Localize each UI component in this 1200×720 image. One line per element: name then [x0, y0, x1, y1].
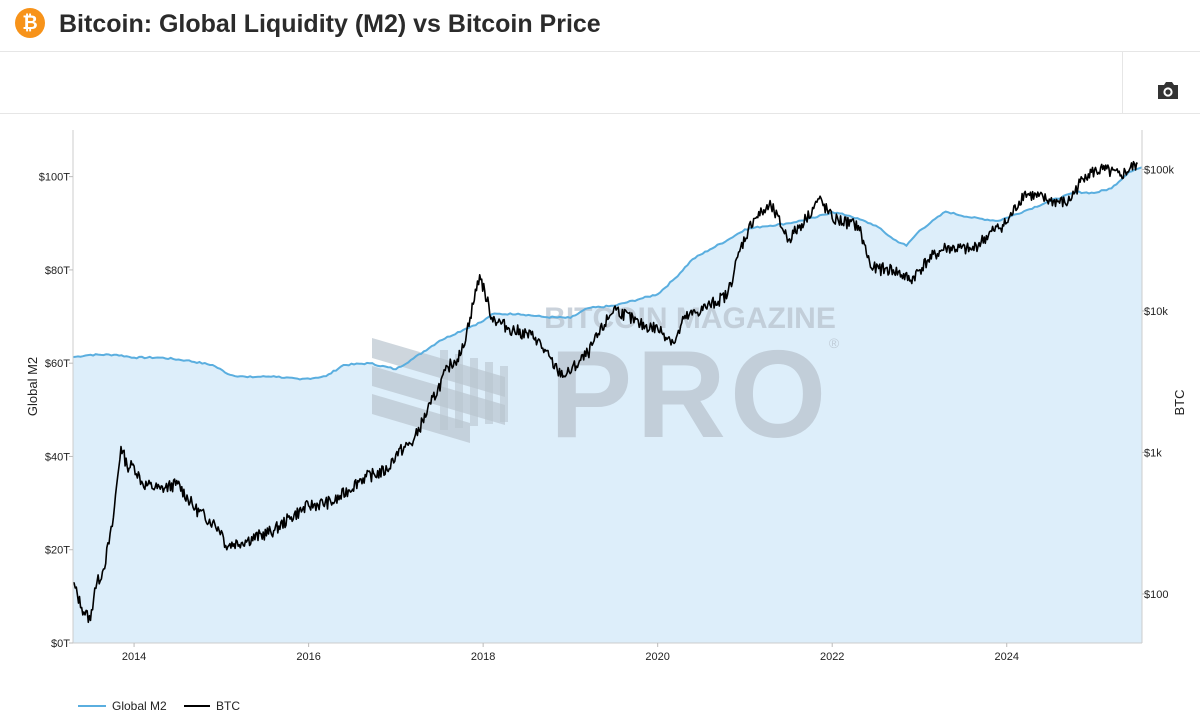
watermark-logo-bar	[500, 366, 508, 422]
watermark-line2: PRO	[550, 326, 831, 464]
camera-icon[interactable]	[1154, 78, 1184, 102]
page-title: Bitcoin: Global Liquidity (M2) vs Bitcoi…	[59, 10, 601, 38]
toolbar-divider	[1122, 52, 1123, 113]
x-tick-label: 2016	[296, 651, 320, 663]
y-left-tick-label: $0T	[51, 638, 70, 650]
x-tick-label: 2024	[994, 651, 1018, 663]
y-left-tick-label: $100T	[39, 172, 70, 184]
watermark-registered-mark: ®	[829, 335, 840, 351]
x-tick-label: 2014	[122, 651, 146, 663]
y-left-tick-label: $80T	[45, 265, 70, 277]
chart-area: BITCOIN MAGAZINE PRO ® $0T $20T $40T $60T $8…	[0, 114, 1200, 720]
y-left-axis-title: Global M2	[25, 357, 40, 416]
legend-label-btc: BTC	[216, 699, 240, 713]
toolbar	[0, 52, 1200, 114]
y-right-axis-title: BTC	[1172, 390, 1187, 416]
x-tick-label: 2018	[471, 651, 495, 663]
watermark-logo-bar	[485, 362, 493, 424]
header: ₿ Bitcoin: Global Liquidity (M2) vs Bitc…	[0, 0, 1200, 52]
legend-label-global-m2: Global M2	[112, 699, 167, 713]
y-left-tick-label: $40T	[45, 451, 70, 463]
y-left-tick-label: $20T	[45, 545, 70, 557]
y-right-tick-label: $10k	[1144, 306, 1168, 318]
y-right-tick-label: $100k	[1144, 164, 1174, 176]
m2-area-fill	[73, 167, 1142, 644]
y-right-tick-label: $1k	[1144, 447, 1162, 459]
y-right-tick-label: $100	[1144, 589, 1168, 601]
series-line-btc	[72, 160, 1138, 624]
bitcoin-logo-icon: ₿	[15, 8, 45, 38]
y-left-tick-label: $60T	[45, 358, 70, 370]
series-line-global-m2	[72, 166, 1143, 381]
chart-svg: BITCOIN MAGAZINE PRO ® $0T$20T$40T$60T$8…	[25, 130, 1187, 713]
watermark-logo-bar	[455, 354, 463, 428]
x-tick-label: 2022	[820, 651, 844, 663]
legend: Global M2 BTC	[78, 699, 240, 713]
watermark-logo-bar	[440, 350, 448, 430]
x-tick-label: 2020	[645, 651, 669, 663]
watermark-logo-bar	[470, 358, 478, 426]
